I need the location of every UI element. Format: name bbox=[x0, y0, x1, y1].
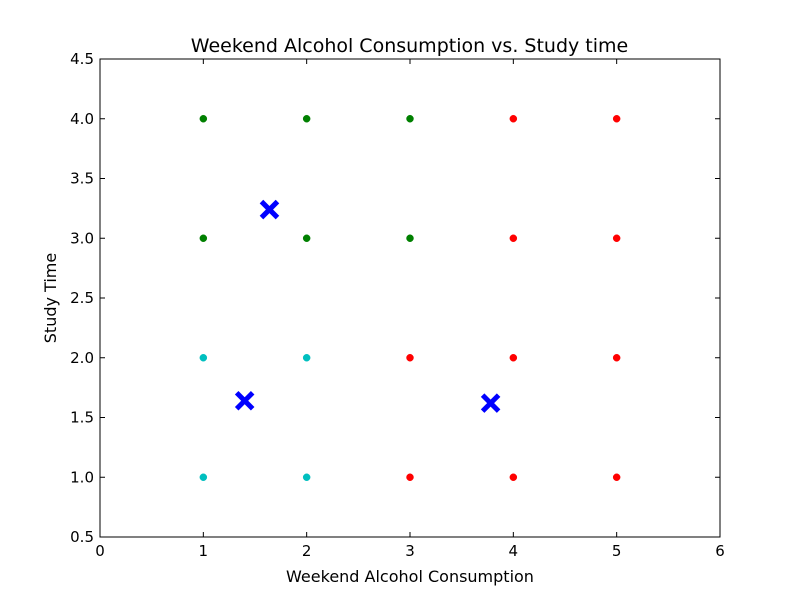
data-point bbox=[612, 473, 621, 481]
data-point bbox=[199, 234, 208, 242]
x-tick-label: 5 bbox=[612, 542, 622, 560]
y-tick-label: 4.0 bbox=[70, 110, 94, 128]
data-point bbox=[302, 354, 311, 362]
y-tick-label: 2.0 bbox=[70, 349, 94, 367]
data-point bbox=[406, 473, 414, 481]
points-layer bbox=[199, 115, 621, 481]
data-point bbox=[612, 354, 621, 362]
y-tick-label: 1.0 bbox=[70, 468, 94, 486]
data-point bbox=[406, 234, 414, 242]
centroid-marker bbox=[480, 393, 501, 413]
data-point bbox=[406, 354, 414, 362]
centroid-marker bbox=[234, 391, 255, 411]
data-point bbox=[509, 473, 518, 481]
y-tick-label: 3.5 bbox=[70, 170, 94, 188]
data-point bbox=[302, 234, 311, 242]
y-tick-label: 0.5 bbox=[70, 528, 94, 546]
chart-title: Weekend Alcohol Consumption vs. Study ti… bbox=[191, 35, 628, 57]
y-tick-label: 2.5 bbox=[70, 289, 94, 307]
x-tick-label: 2 bbox=[302, 542, 312, 560]
data-point bbox=[302, 473, 311, 481]
plot-frame bbox=[99, 58, 721, 538]
data-point bbox=[199, 473, 208, 481]
ticks-layer: 0 1 2 3 4 5 6 0.5 1.0 1.5 2.0 2.5 3.0 3.5 4.0 4.5 bbox=[70, 50, 725, 560]
x-tick-label: 1 bbox=[199, 542, 209, 560]
data-point bbox=[509, 234, 518, 242]
x-tick-label: 3 bbox=[405, 542, 415, 560]
centroid-marker bbox=[259, 199, 280, 220]
plot-area bbox=[100, 59, 720, 537]
y-tick-label: 4.5 bbox=[70, 50, 94, 68]
y-axis-label: Study Time bbox=[41, 253, 60, 343]
data-point bbox=[509, 115, 518, 123]
data-point bbox=[199, 115, 208, 123]
x-axis-label: Weekend Alcohol Consumption bbox=[286, 567, 534, 586]
data-point bbox=[612, 115, 621, 123]
data-point bbox=[199, 354, 208, 362]
data-point bbox=[612, 234, 621, 242]
y-tick-label: 3.0 bbox=[70, 229, 94, 247]
y-tick-label: 1.5 bbox=[70, 409, 94, 427]
data-point bbox=[509, 354, 518, 362]
x-tick-label: 4 bbox=[509, 542, 519, 560]
x-tick-label: 6 bbox=[715, 542, 725, 560]
data-point bbox=[302, 115, 311, 123]
x-tick-label: 0 bbox=[95, 542, 105, 560]
data-point bbox=[406, 115, 414, 123]
